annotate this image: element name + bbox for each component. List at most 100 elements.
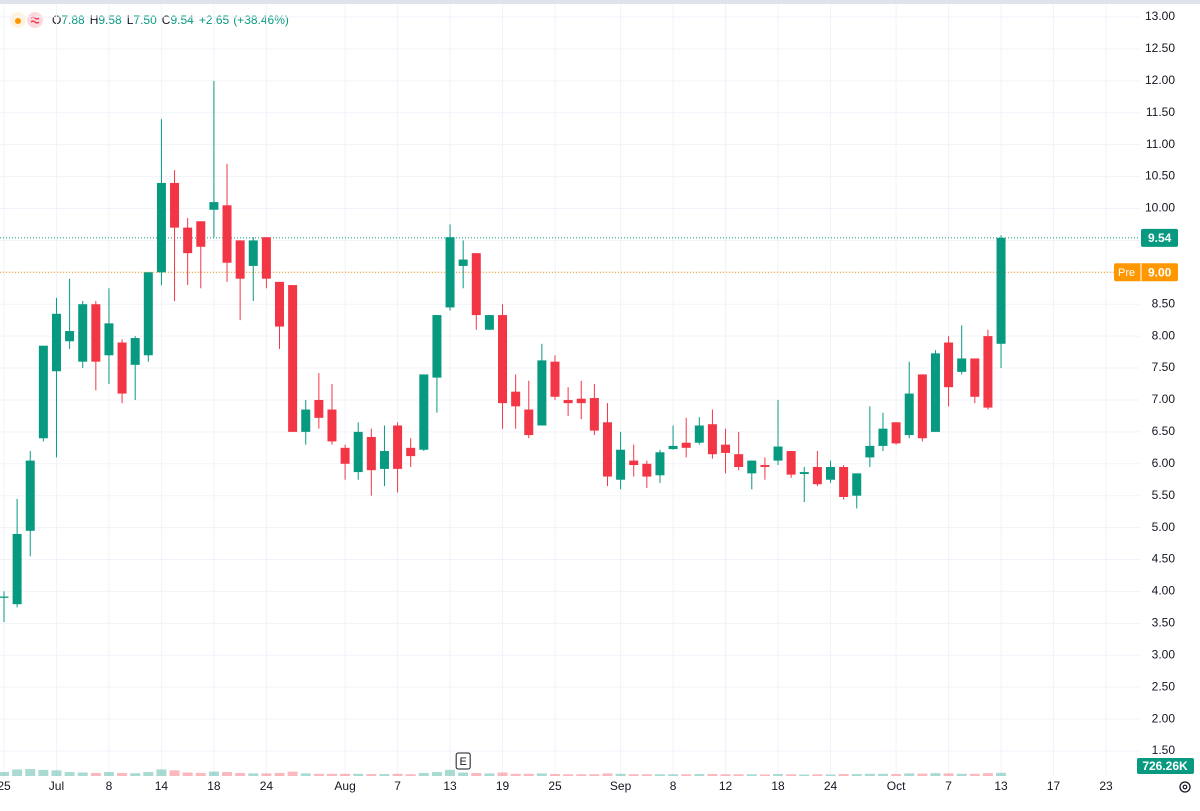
ohlc-value: 7.88: [61, 13, 85, 27]
volume-bar: [379, 774, 390, 776]
candle-body: [458, 259, 468, 266]
candle-body: [629, 460, 639, 466]
status-icons: [10, 12, 43, 28]
last-price-label: 9.54: [1148, 231, 1172, 245]
volume-bar: [340, 773, 351, 776]
x-tick-label: 8: [106, 779, 113, 793]
volume-bar: [877, 773, 888, 776]
x-tick-label: 23: [1099, 779, 1113, 793]
volume-bar: [786, 774, 797, 776]
x-tick-label: 18: [771, 779, 785, 793]
volume-bar: [12, 769, 23, 776]
y-tick-label: 13.00: [1145, 9, 1175, 23]
volume-bar: [103, 772, 114, 776]
candle-body: [655, 452, 665, 476]
y-tick-label: 12.00: [1145, 73, 1175, 87]
volume-bar: [838, 774, 849, 776]
candle-body: [668, 445, 678, 450]
candle-body: [799, 472, 809, 474]
y-tick-label: 4.50: [1152, 552, 1176, 566]
candle-body: [235, 240, 245, 279]
data-badge: [27, 12, 43, 28]
ohlc-name: C: [162, 13, 171, 27]
volume-bar: [733, 774, 744, 776]
volume-bar: [38, 769, 49, 776]
ohlc-name: L: [127, 13, 134, 27]
volume-bar: [484, 773, 495, 776]
volume-bar: [143, 772, 154, 776]
volume-bar: [208, 771, 219, 776]
candle-body: [261, 237, 271, 279]
y-tick-label: 3.00: [1152, 647, 1176, 661]
volume-bar: [25, 769, 36, 776]
candle-body: [288, 285, 298, 432]
x-tick-label: 13: [443, 779, 457, 793]
candle-body: [104, 323, 114, 356]
y-tick-label: 5.50: [1152, 488, 1176, 502]
volume-bar: [720, 774, 731, 776]
gear-hub[interactable]: [1182, 784, 1188, 790]
x-tick-label: 24: [824, 779, 838, 793]
volume-bar: [864, 773, 875, 776]
volume-bar: [523, 773, 534, 776]
volume-bar: [287, 771, 298, 776]
ohlc-value: 9.58: [98, 13, 122, 27]
volume-bar: [431, 772, 442, 776]
volume-bar: [812, 774, 823, 776]
volume-bar: [917, 773, 928, 776]
candle-body: [786, 451, 796, 475]
y-tick-label: 8.00: [1152, 328, 1176, 342]
candle-body: [589, 398, 599, 431]
ohlc-value: 9.54: [170, 13, 194, 27]
volume-bar: [956, 773, 967, 776]
candle-body: [511, 391, 521, 407]
x-tick-label: 25: [548, 779, 562, 793]
y-tick-label: 7.50: [1152, 360, 1176, 374]
candle-body: [327, 409, 337, 442]
x-tick-label: 17: [1047, 779, 1061, 793]
volume-label: 726.26K: [1142, 759, 1188, 773]
candle-body: [38, 345, 48, 439]
candle-body: [445, 237, 455, 308]
x-tick-label: 7: [394, 779, 401, 793]
volume-bar: [576, 774, 587, 776]
volume-bar: [64, 772, 75, 776]
candle-body: [852, 473, 862, 496]
volume-bar: [681, 774, 692, 776]
candle-body: [930, 353, 940, 432]
candle-body: [944, 342, 954, 388]
sun: [15, 18, 21, 24]
volume-bar: [366, 774, 377, 776]
candle-body: [537, 360, 547, 426]
gear[interactable]: [1179, 781, 1191, 793]
candle-body: [117, 342, 127, 394]
volume-bar: [550, 774, 560, 776]
candle-body: [248, 240, 258, 266]
earnings-marker: [455, 752, 471, 770]
x-tick-label: Sep: [610, 779, 632, 793]
candle-body: [0, 596, 9, 598]
volume-bar: [694, 774, 705, 776]
volume-bar: [471, 772, 482, 776]
volume-tag: [1137, 758, 1194, 774]
volume-bar: [668, 774, 679, 776]
candle-body: [917, 374, 927, 439]
x-tick-label: 13: [994, 779, 1008, 793]
volume-bar: [0, 772, 9, 776]
candle-body: [419, 374, 429, 450]
volume-bar: [799, 774, 810, 776]
candle-body: [484, 315, 494, 330]
volume-bar: [943, 773, 954, 776]
candle-body: [563, 399, 573, 404]
volume-bar: [182, 772, 193, 776]
candle-body: [878, 428, 888, 446]
candle-body: [156, 182, 166, 273]
y-tick-label: 4.00: [1152, 584, 1176, 598]
volume-bar: [418, 772, 429, 776]
volume-bar: [326, 773, 337, 776]
settings-icon[interactable]: [1179, 781, 1191, 793]
y-tick-label: 6.50: [1152, 424, 1176, 438]
y-tick-label: 6.00: [1152, 456, 1176, 470]
change-pct: (+38.46%): [233, 13, 289, 27]
